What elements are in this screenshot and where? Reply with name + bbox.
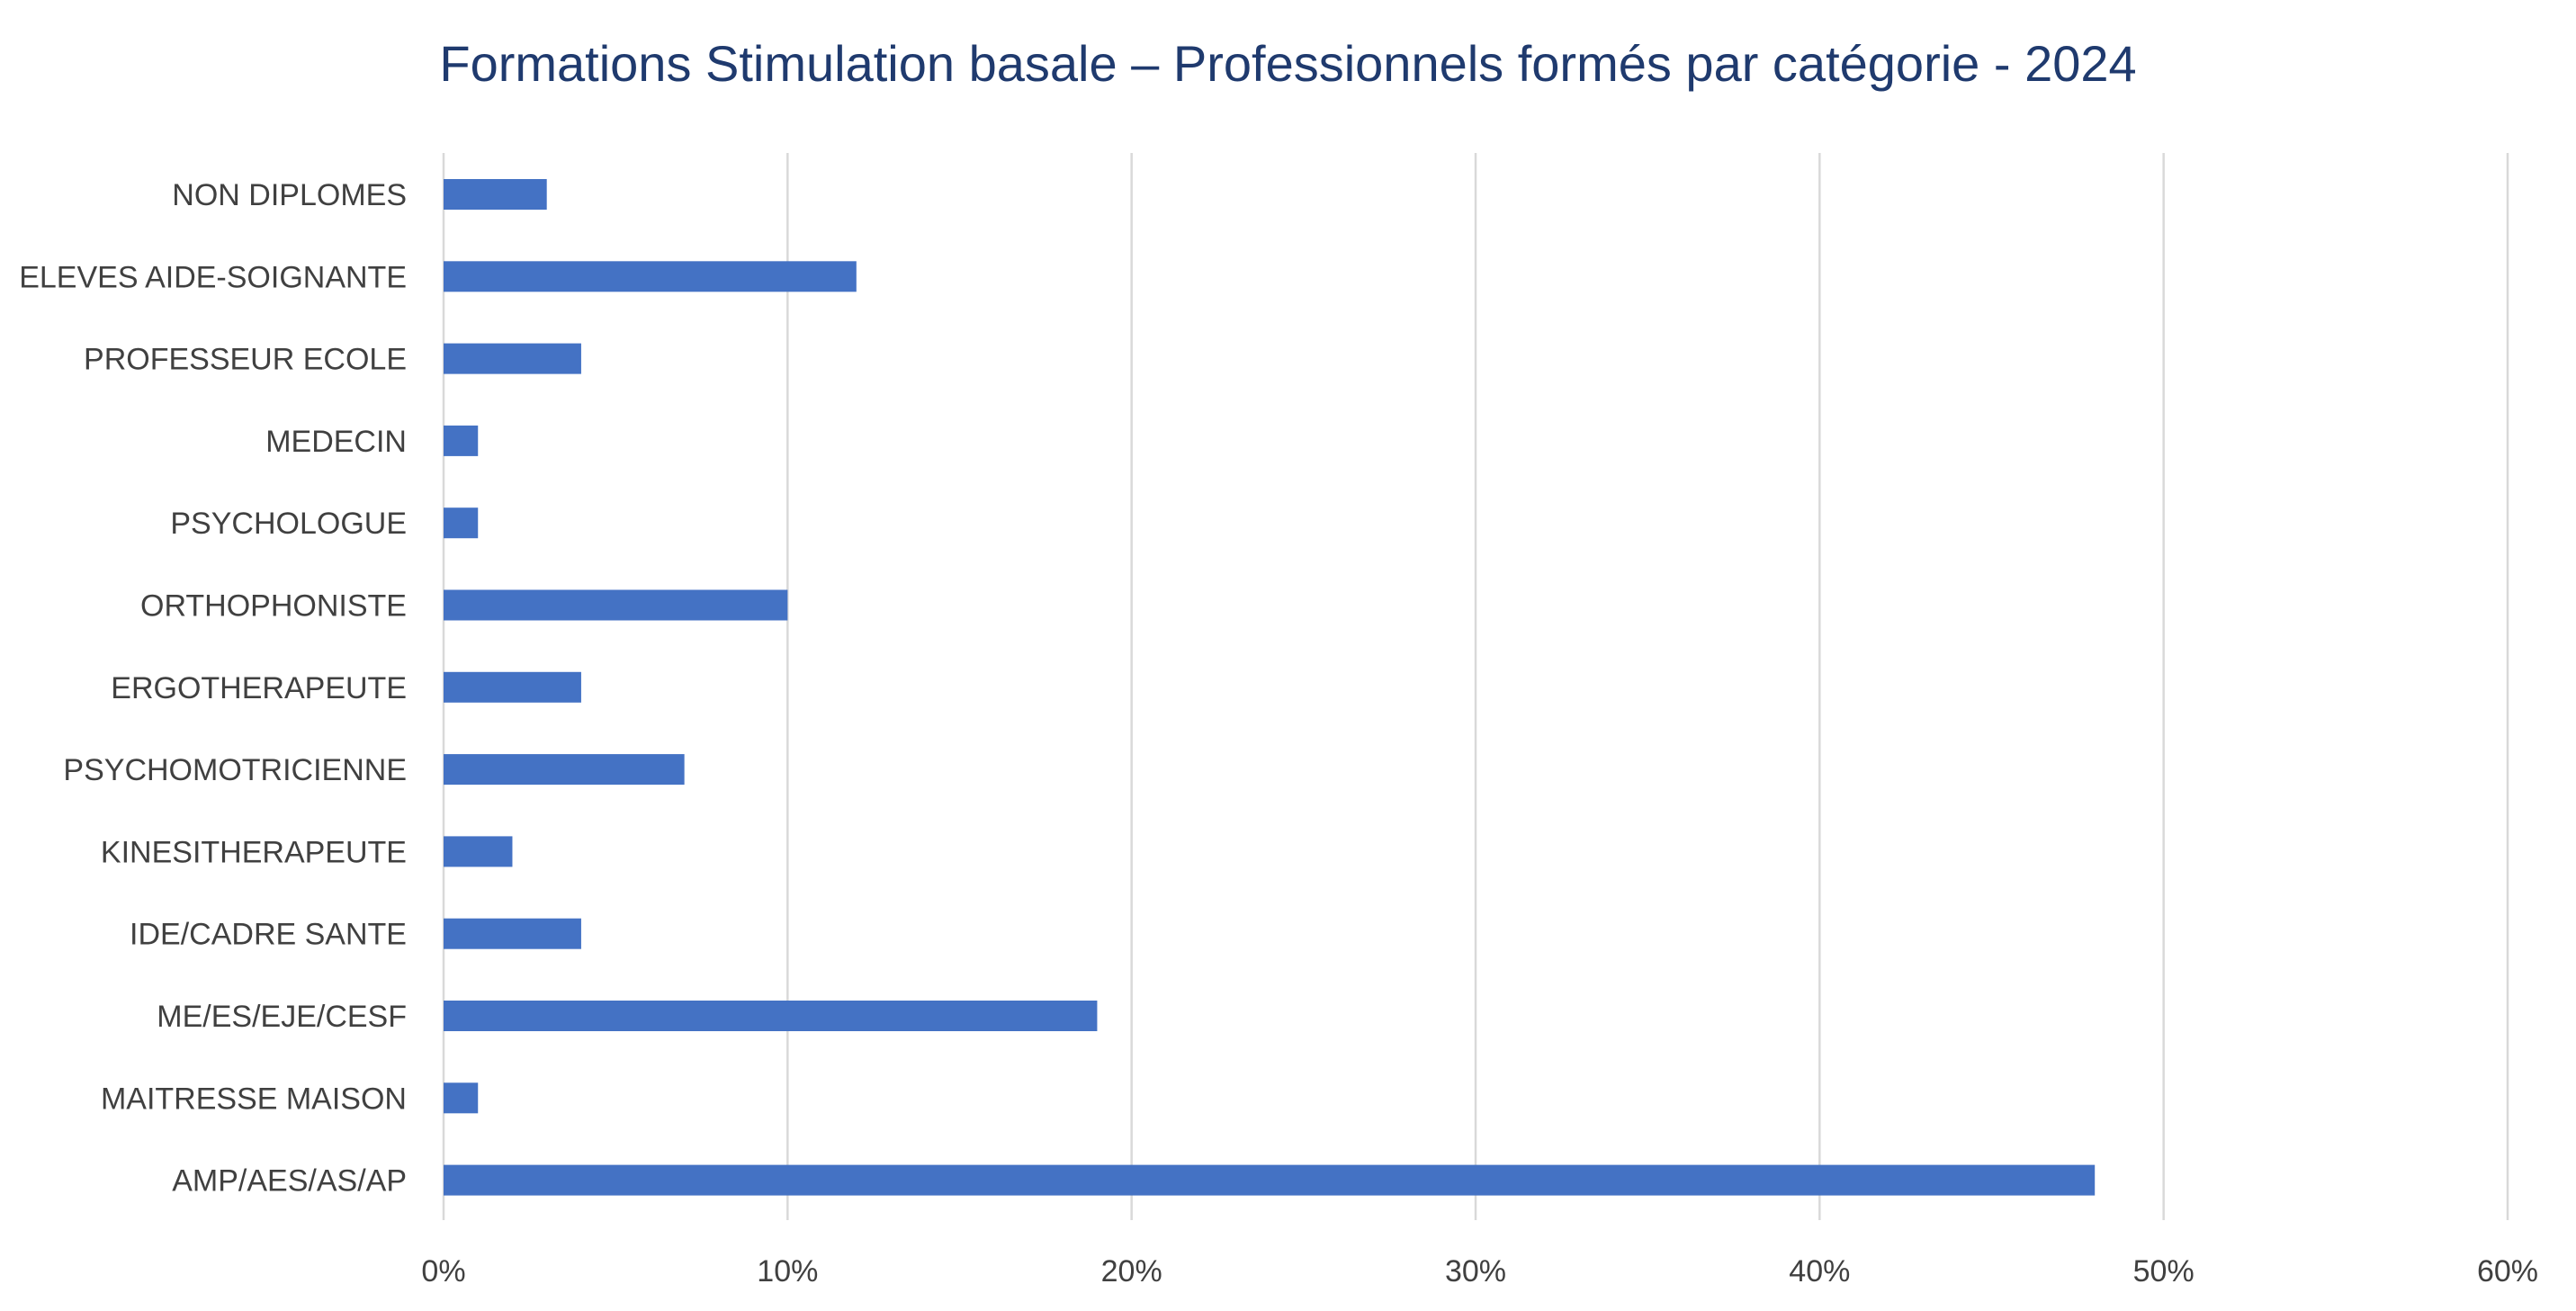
- category-label: KINESITHERAPEUTE: [101, 835, 407, 869]
- bar: [444, 507, 479, 539]
- x-tick-label: 0%: [421, 1254, 465, 1289]
- bar: [444, 589, 788, 621]
- x-tick-label: 40%: [1789, 1254, 1850, 1289]
- category-label: MAITRESSE MAISON: [101, 1082, 407, 1116]
- bar: [444, 1001, 1098, 1031]
- category-label: ELEVES AIDE-SOIGNANTE: [19, 260, 407, 294]
- category-label: IDE/CADRE SANTE: [130, 918, 407, 952]
- bar: [444, 179, 547, 210]
- x-tick-label: 60%: [2477, 1254, 2538, 1289]
- category-label: AMP/AES/AS/AP: [172, 1164, 407, 1199]
- category-label: PSYCHOLOGUE: [170, 507, 407, 541]
- bar: [444, 1164, 2096, 1196]
- bar: [444, 836, 513, 867]
- category-label: PROFESSEUR ECOLE: [84, 343, 407, 377]
- category-label: MEDECIN: [265, 425, 407, 459]
- x-axis-tick-labels: 0% 10% 20% 30% 40% 50% 60%: [421, 1254, 2538, 1289]
- category-label: ERGOTHERAPEUTE: [111, 671, 407, 705]
- bars: [444, 179, 2096, 1196]
- category-label: ME/ES/EJE/CESF: [157, 1000, 407, 1034]
- category-labels: NON DIPLOMES ELEVES AIDE-SOIGNANTE PROFESS…: [19, 178, 407, 1199]
- bar: [444, 1082, 479, 1114]
- category-label: PSYCHOMOTRICIENNE: [63, 753, 407, 787]
- bar: [444, 343, 581, 374]
- bar: [444, 918, 581, 949]
- bar: [444, 425, 479, 456]
- bar: [444, 671, 581, 703]
- gridlines: [442, 153, 2509, 1220]
- x-tick-label: 30%: [1445, 1254, 1506, 1289]
- bar: [444, 754, 685, 786]
- bar: [444, 261, 857, 292]
- category-label: NON DIPLOMES: [172, 178, 407, 212]
- x-tick-label: 10%: [757, 1254, 818, 1289]
- category-label: ORTHOPHONISTE: [140, 589, 407, 624]
- chart-title: Formations Stimulation basale – Professi…: [439, 35, 2137, 92]
- x-tick-label: 50%: [2133, 1254, 2195, 1289]
- x-tick-label: 20%: [1101, 1254, 1162, 1289]
